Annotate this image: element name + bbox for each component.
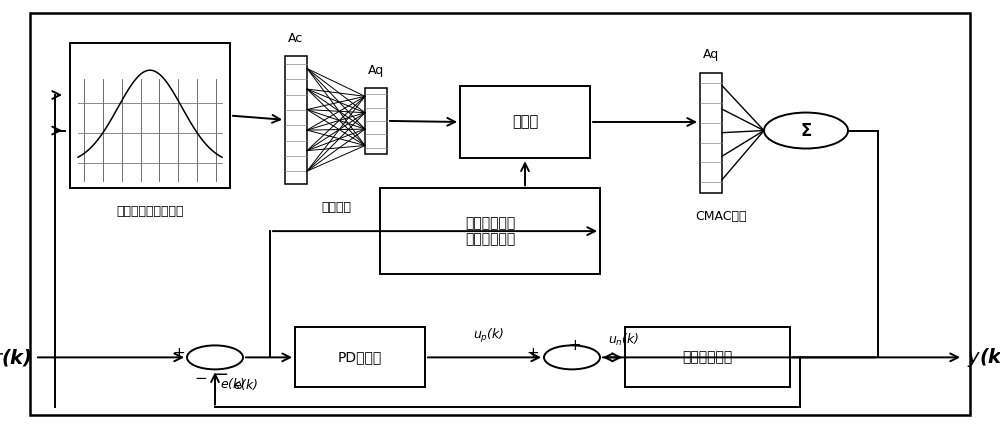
FancyBboxPatch shape (285, 56, 307, 184)
FancyBboxPatch shape (365, 88, 387, 154)
Text: $e$(k): $e$(k) (233, 377, 258, 392)
FancyBboxPatch shape (625, 327, 790, 387)
Text: Σ: Σ (800, 122, 812, 140)
FancyBboxPatch shape (295, 327, 425, 387)
FancyBboxPatch shape (380, 188, 600, 274)
Text: Aq: Aq (703, 48, 719, 61)
Text: +: + (526, 346, 539, 361)
Text: 两个学习常数
动态更新权値: 两个学习常数 动态更新权値 (465, 216, 515, 246)
Text: Aq: Aq (368, 64, 384, 77)
Text: −: − (195, 372, 207, 386)
FancyBboxPatch shape (460, 86, 590, 158)
Text: $y$(k): $y$(k) (967, 346, 1000, 369)
Text: CMAC输出: CMAC输出 (695, 210, 747, 223)
Text: 二维向量非均匀量化: 二维向量非均匀量化 (116, 205, 184, 218)
Text: −: − (213, 366, 228, 384)
Text: 力矩电机系统: 力矩电机系统 (682, 351, 733, 364)
FancyBboxPatch shape (700, 73, 722, 193)
Text: 存储器: 存储器 (512, 114, 538, 130)
Text: $u_p$(k): $u_p$(k) (473, 327, 504, 345)
Text: $u_n$(k): $u_n$(k) (608, 332, 640, 348)
Text: Ac: Ac (288, 32, 304, 45)
Text: PD控制器: PD控制器 (338, 351, 382, 364)
Text: +: + (568, 338, 581, 353)
Text: $r$(k): $r$(k) (0, 347, 32, 368)
Text: +: + (172, 346, 185, 361)
FancyBboxPatch shape (30, 13, 970, 415)
Text: $e$(k): $e$(k) (220, 376, 245, 391)
FancyBboxPatch shape (70, 43, 230, 188)
Text: 压缩映射: 压缩映射 (321, 201, 351, 214)
